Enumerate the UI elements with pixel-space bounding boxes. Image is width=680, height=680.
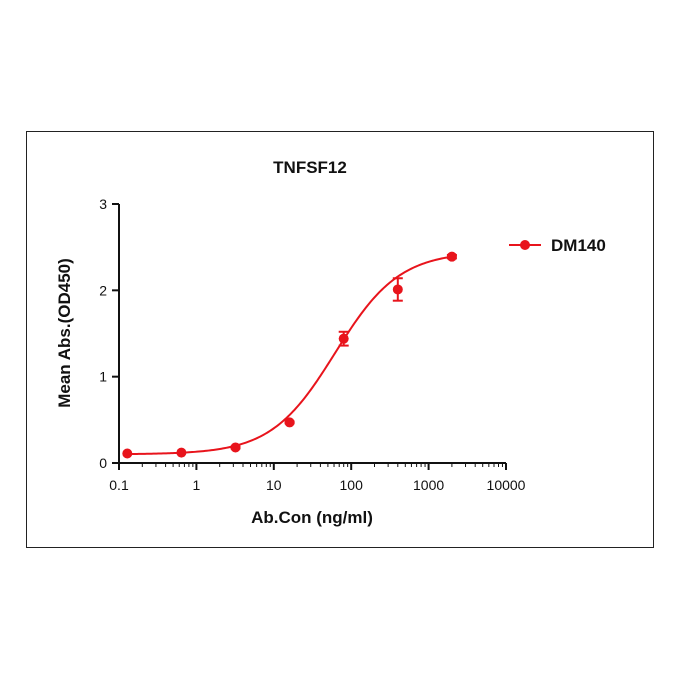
x-tick-label: 1000	[413, 477, 444, 493]
data-point	[392, 284, 403, 295]
x-tick-label: 0.1	[109, 477, 129, 493]
x-tick-label: 10	[266, 477, 282, 493]
legend: DM140	[509, 236, 606, 255]
data-point	[122, 448, 133, 459]
data-point	[338, 333, 349, 344]
y-tick-label: 0	[99, 455, 107, 471]
x-axis-label: Ab.Con (ng/ml)	[251, 508, 373, 527]
y-tick-label: 3	[99, 196, 107, 212]
legend-marker-swatch	[520, 240, 530, 250]
data-point	[176, 447, 187, 458]
legend-label: DM140	[551, 236, 606, 255]
y-axis-label: Mean Abs.(OD450)	[55, 258, 74, 408]
data-point	[284, 417, 295, 428]
x-tick-label: 100	[340, 477, 364, 493]
x-tick-label: 10000	[487, 477, 526, 493]
data-point	[446, 251, 457, 262]
chart-title: TNFSF12	[273, 158, 347, 177]
y-tick-label: 1	[99, 369, 107, 385]
x-tick-label: 1	[193, 477, 201, 493]
y-tick-label: 2	[99, 282, 107, 298]
data-point	[230, 442, 241, 453]
axes	[118, 204, 506, 464]
